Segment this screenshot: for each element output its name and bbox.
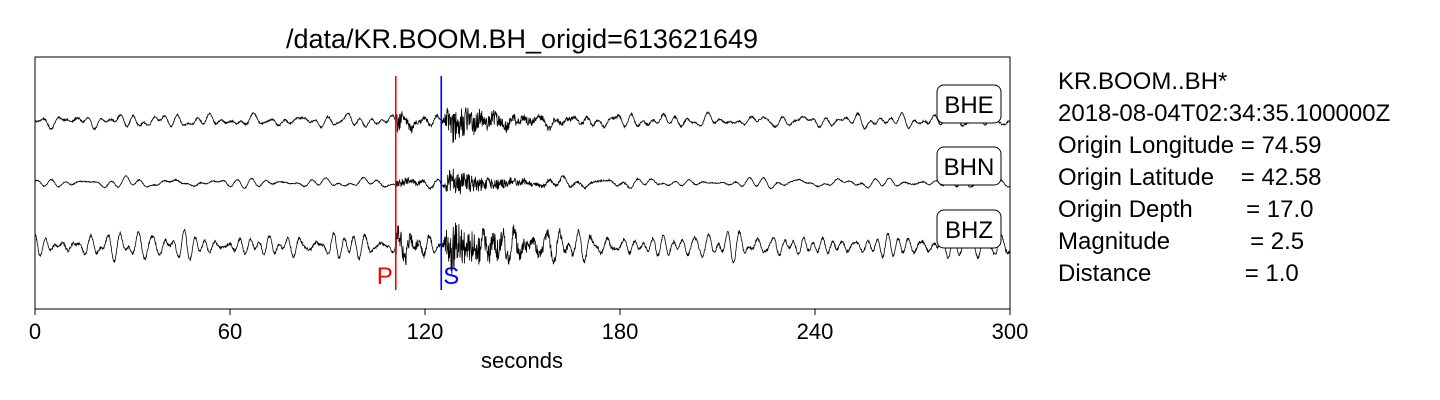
x-tick-label: 0 xyxy=(29,319,41,344)
info-line: Origin Longitude = 74.59 xyxy=(1058,132,1322,159)
info-line: Origin Latitude = 42.58 xyxy=(1058,164,1322,191)
channel-label-text: BHN xyxy=(944,154,995,181)
trace-bhe xyxy=(34,107,1011,144)
channel-label-text: BHZ xyxy=(945,217,993,244)
x-tick-label: 60 xyxy=(218,319,242,344)
info-line: Origin Depth = 17.0 xyxy=(1058,196,1314,223)
channel-label-box xyxy=(936,146,1002,186)
channel-label-box xyxy=(936,209,1002,249)
x-tick-label: 180 xyxy=(602,319,639,344)
info-line: Magnitude = 2.5 xyxy=(1058,228,1305,255)
trace-bhz xyxy=(34,222,1011,274)
info-line: 2018-08-04T02:34:35.100000Z xyxy=(1058,100,1391,127)
x-tick-label: 120 xyxy=(407,319,444,344)
channel-label-bhe: BHE xyxy=(936,84,1002,124)
x-tick-label: 240 xyxy=(797,319,834,344)
channel-label-bhz: BHZ xyxy=(936,209,1002,249)
chart-title: /data/KR.BOOM.BH_origid=613621649 xyxy=(286,24,758,54)
x-axis: 0 60 120 180 240 300 xyxy=(29,309,1028,344)
info-line: Distance = 1.0 xyxy=(1058,260,1299,287)
x-tick-label: 300 xyxy=(992,319,1029,344)
x-axis-label: seconds xyxy=(481,348,563,373)
phase-label-s: S xyxy=(443,263,459,290)
channel-label-bhn: BHN xyxy=(936,146,1002,186)
info-line: KR.BOOM..BH* xyxy=(1058,68,1228,95)
plot-area: BHE BHN BHZ P S xyxy=(34,76,1011,290)
trace-bhn xyxy=(34,168,1011,195)
phase-label-p: P xyxy=(377,263,393,290)
channel-label-text: BHE xyxy=(944,92,993,119)
plot-frame xyxy=(34,56,1011,310)
channel-label-box xyxy=(936,84,1002,124)
